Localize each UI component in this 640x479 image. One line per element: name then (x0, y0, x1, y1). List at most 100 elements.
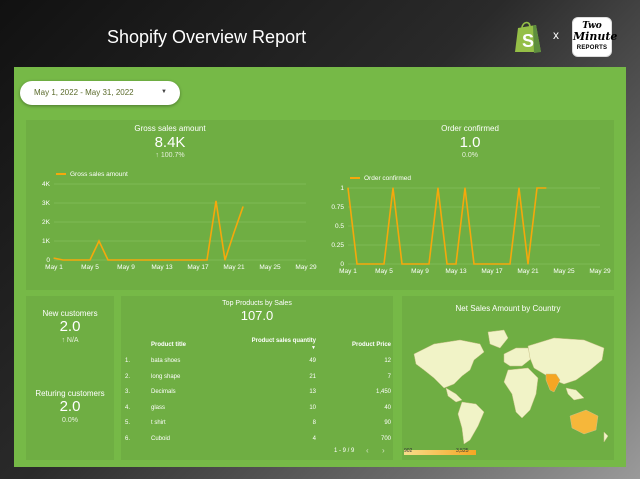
data-point (233, 231, 235, 234)
data-point (473, 263, 475, 265)
row-index: 4. (125, 404, 131, 411)
row-quantity: 49 (309, 358, 316, 364)
x-tick-label: May 25 (553, 268, 575, 275)
data-point (206, 259, 208, 261)
shopify-logo-icon: S (515, 21, 541, 53)
date-range-picker[interactable]: May 1, 2022 - May 31, 2022 ▼ (20, 81, 180, 105)
gross-sales-chart: 0 1K 2K 3K 4K May 1 May 5 May 9 May 13 May 17 May … (42, 171, 317, 271)
data-point (374, 263, 376, 265)
map-asia (527, 337, 605, 385)
data-point (161, 259, 163, 261)
map-legend-min: 902 (404, 448, 413, 454)
top-products-title: Top Products by Sales (222, 300, 292, 307)
returning-customers-label: Returing customers (35, 389, 105, 398)
new-customers-value: 2.0 (59, 318, 81, 335)
x-tick-label: May 21 (223, 264, 245, 271)
dropdown-caret-icon: ▼ (161, 89, 167, 95)
row-quantity: 13 (309, 389, 316, 395)
x-tick-label: May 13 (445, 268, 467, 275)
row-index: 2. (125, 373, 131, 380)
row-price: 12 (384, 358, 391, 364)
data-point (197, 259, 199, 261)
map-southeast-asia (565, 387, 585, 401)
gross-sales-delta: ↑ 100.7% (155, 152, 185, 159)
top-products-panel (121, 296, 393, 460)
data-point (125, 259, 127, 261)
x-tick-label: May 25 (259, 264, 281, 271)
data-point (365, 263, 367, 265)
row-product-title: bata shoes (151, 358, 181, 364)
legend-label: Order confirmed (364, 175, 411, 182)
data-point (215, 200, 217, 202)
row-product-title: glass (151, 404, 166, 411)
map-new-zealand (603, 431, 609, 443)
data-point (224, 259, 226, 261)
data-point (242, 206, 244, 208)
returning-customers-value: 2.0 (59, 398, 81, 415)
column-header-product-title[interactable]: Product title (151, 342, 187, 348)
data-point (410, 263, 412, 265)
row-product-title: Decimals (151, 389, 176, 395)
logo-separator: x (553, 28, 559, 42)
data-point (491, 263, 493, 265)
map-legend-max: 3,525 (456, 448, 469, 454)
data-point (437, 187, 439, 189)
two-minute-reports-logo: Two Minute REPORTS (572, 17, 617, 57)
row-price: 1,450 (375, 389, 391, 395)
report-header: Shopify Overview Report S x Two Minute R… (0, 0, 640, 66)
row-price: 90 (384, 420, 391, 426)
row-index: 5. (125, 420, 131, 426)
data-point (53, 257, 55, 259)
data-point (518, 187, 520, 189)
y-tick-label: 3K (42, 200, 51, 207)
orders-value: 1.0 (459, 134, 481, 151)
column-header-quantity[interactable]: Product sales quantity (251, 338, 316, 344)
x-tick-label: May 13 (151, 264, 173, 271)
legend-label: Gross sales amount (70, 171, 128, 178)
chevron-right-icon[interactable]: › (382, 446, 385, 455)
data-point (62, 259, 64, 261)
gross-sales-value: 8.4K (154, 134, 186, 151)
map-india (545, 373, 561, 393)
y-tick-label: 0.5 (335, 223, 344, 230)
x-tick-label: May 29 (589, 268, 611, 275)
data-point (482, 263, 484, 265)
data-point (170, 259, 172, 261)
sort-desc-icon: ▼ (311, 345, 316, 351)
x-tick-label: May 9 (411, 268, 429, 275)
data-point (509, 263, 511, 265)
row-price: 7 (387, 373, 391, 380)
top-products-total: 107.0 (240, 308, 274, 323)
data-point (455, 263, 457, 265)
map-europe (503, 347, 533, 367)
row-index: 6. (125, 435, 131, 442)
data-point (107, 259, 109, 261)
map-legend-gradient (404, 450, 476, 455)
data-point (89, 259, 91, 261)
x-tick-label: May 1 (339, 268, 357, 275)
y-tick-label: 0 (46, 257, 50, 264)
row-index: 1. (125, 358, 131, 364)
report-title: Shopify Overview Report (107, 27, 307, 47)
x-tick-label: May 9 (117, 264, 135, 271)
data-point (98, 240, 100, 242)
data-point (134, 259, 136, 261)
data-point (383, 263, 385, 265)
data-point (392, 187, 394, 189)
orders-label: Order confirmed (441, 124, 499, 133)
x-tick-label: May 17 (187, 264, 209, 271)
data-point (188, 259, 190, 261)
x-tick-label: May 17 (481, 268, 503, 275)
map-north-america (413, 339, 485, 389)
map-south-america (457, 401, 485, 445)
data-point (347, 187, 349, 189)
data-point (116, 259, 118, 261)
world-map[interactable] (404, 318, 612, 450)
x-tick-label: May 1 (45, 264, 63, 271)
map-title: Net Sales Amount by Country (455, 304, 561, 313)
map-greenland (487, 329, 509, 349)
column-header-price[interactable]: Product Price (351, 342, 391, 348)
row-product-title: t shirt (151, 420, 166, 426)
chevron-left-icon[interactable]: ‹ (366, 446, 369, 455)
data-point (464, 187, 466, 189)
